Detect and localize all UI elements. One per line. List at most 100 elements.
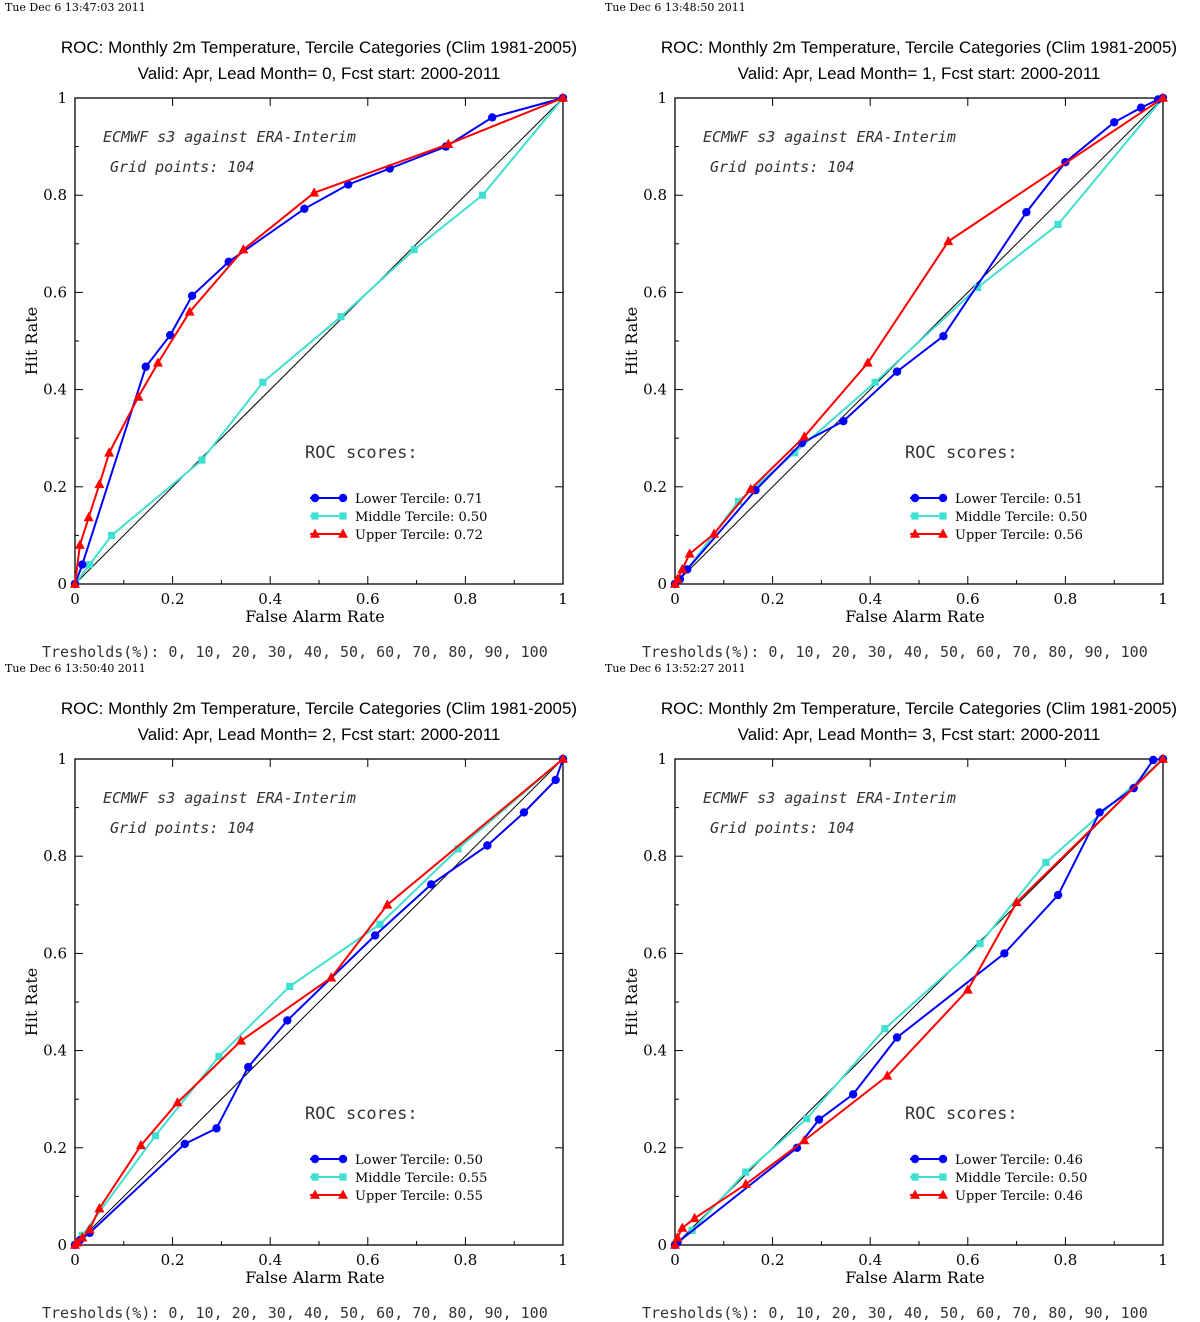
legend-marker (311, 1173, 319, 1181)
data-point (244, 1062, 253, 1072)
y-tick-label: 0.6 (643, 283, 667, 301)
data-point (180, 1139, 189, 1149)
legend-marker (911, 512, 919, 520)
legend: Lower Tercile: 0.50 Middle Tercile: 0.55 U… (310, 1153, 487, 1204)
x-axis-label: False Alarm Rate (245, 607, 384, 626)
x-tick-label: 0.8 (453, 1251, 477, 1269)
data-point (151, 1132, 160, 1140)
y-axis-label: Hit Rate (22, 968, 41, 1036)
y-tick-label: 0.8 (643, 186, 667, 204)
gridpoints-annotation: Grid points: 104 (710, 158, 855, 176)
series-line (674, 97, 1164, 585)
data-point (184, 306, 195, 316)
chart-subtitle: Valid: Apr, Lead Month= 1, Fcst start: 2… (738, 64, 1101, 83)
data-point (742, 1168, 750, 1176)
data-point (519, 808, 529, 817)
data-point (259, 378, 267, 386)
data-point (799, 1135, 810, 1145)
legend-marker (911, 1173, 919, 1181)
legend-marker (311, 512, 319, 520)
x-tick-label: 0.2 (161, 590, 185, 608)
data-point (670, 578, 680, 588)
x-tick-label: 0.8 (1053, 590, 1077, 608)
legend-marker (310, 493, 320, 503)
series-2 (70, 92, 568, 588)
data-point (286, 982, 294, 991)
legend-marker (938, 493, 948, 503)
data-point (677, 1222, 688, 1232)
data-point (283, 1016, 292, 1025)
data-point (94, 478, 105, 489)
data-point (976, 940, 984, 948)
data-point (670, 1239, 680, 1249)
x-tick-label: 1 (558, 590, 568, 608)
data-point (104, 447, 115, 457)
series-2 (670, 92, 1168, 588)
plot-timestamp: Tue Dec 6 13:50:40 2011 (5, 662, 146, 675)
y-tick-label: 0.4 (643, 1042, 667, 1060)
x-tick-label: 0.6 (956, 1251, 980, 1269)
legend: Lower Tercile: 0.71 Middle Tercile: 0.50 U… (310, 492, 487, 543)
legend-label: Middle Tercile: 0.50 (355, 510, 487, 525)
y-tick-label: 0.8 (643, 847, 667, 865)
legend-marker (339, 1173, 347, 1181)
legend-marker (338, 1154, 348, 1164)
data-point (814, 1115, 824, 1124)
data-point (839, 416, 848, 426)
data-point (1110, 118, 1119, 127)
data-point (309, 187, 320, 197)
x-axis-label: False Alarm Rate (845, 1268, 984, 1287)
data-point (172, 1097, 183, 1107)
y-tick-label: 0.2 (643, 1139, 667, 1157)
x-axis-label: False Alarm Rate (245, 1268, 384, 1287)
plot-timestamp: Tue Dec 6 13:52:27 2011 (605, 662, 746, 675)
legend-marker (339, 512, 347, 520)
data-point (803, 1115, 811, 1123)
data-point (84, 1223, 95, 1234)
data-point (488, 113, 497, 122)
legend-label: Middle Tercile: 0.50 (955, 1171, 1087, 1186)
legend-label: Upper Tercile: 0.55 (355, 1189, 483, 1204)
y-tick-label: 0 (657, 575, 667, 593)
y-axis-label: Hit Rate (22, 307, 41, 375)
data-point (799, 431, 810, 441)
data-point (973, 283, 982, 292)
legend: Lower Tercile: 0.46 Middle Tercile: 0.50 U… (910, 1153, 1087, 1204)
legend-marker (939, 512, 947, 520)
y-tick-label: 0 (57, 1236, 67, 1254)
legend-marker (338, 493, 348, 503)
chart-title: ROC: Monthly 2m Temperature, Tercile Cat… (61, 699, 577, 718)
data-point (1158, 92, 1168, 102)
y-tick-label: 0.2 (43, 1139, 67, 1157)
chart-title: ROC: Monthly 2m Temperature, Tercile Cat… (61, 38, 577, 57)
y-tick-label: 0.6 (43, 283, 67, 301)
y-tick-label: 0.4 (43, 381, 67, 399)
x-tick-label: 0.6 (956, 590, 980, 608)
y-tick-label: 0.6 (643, 944, 667, 962)
data-point (1095, 808, 1104, 817)
data-point (238, 244, 249, 254)
gridpoints-annotation: Grid points: 104 (710, 819, 855, 837)
data-point (86, 560, 94, 569)
data-point (892, 1033, 902, 1042)
gridpoints-annotation: Grid points: 104 (110, 158, 255, 176)
legend-label: Upper Tercile: 0.72 (355, 528, 483, 543)
roc-panel-2: Tue Dec 6 13:48:50 2011 ROC: Monthly 2m T… (605, 1, 1177, 661)
y-axis-label: Hit Rate (622, 307, 641, 375)
y-tick-label: 0.4 (643, 381, 667, 399)
x-tick-label: 0.4 (858, 590, 882, 608)
model-annotation: ECMWF s3 against ERA-Interim (103, 128, 356, 146)
legend-marker (938, 528, 948, 538)
legend: Lower Tercile: 0.51 Middle Tercile: 0.50 U… (910, 492, 1087, 543)
x-tick-label: 0.8 (1053, 1251, 1077, 1269)
data-point (1054, 220, 1062, 228)
data-point (74, 539, 85, 549)
thresholds-text: Tresholds(%): 0, 10, 20, 30, 40, 50, 60,… (642, 643, 1148, 661)
data-point (454, 845, 462, 853)
data-point (1011, 896, 1022, 907)
data-point (943, 235, 954, 246)
data-point (83, 511, 94, 522)
x-tick-label: 0 (670, 590, 680, 608)
data-point (94, 1203, 105, 1213)
legend-marker (310, 1154, 320, 1164)
